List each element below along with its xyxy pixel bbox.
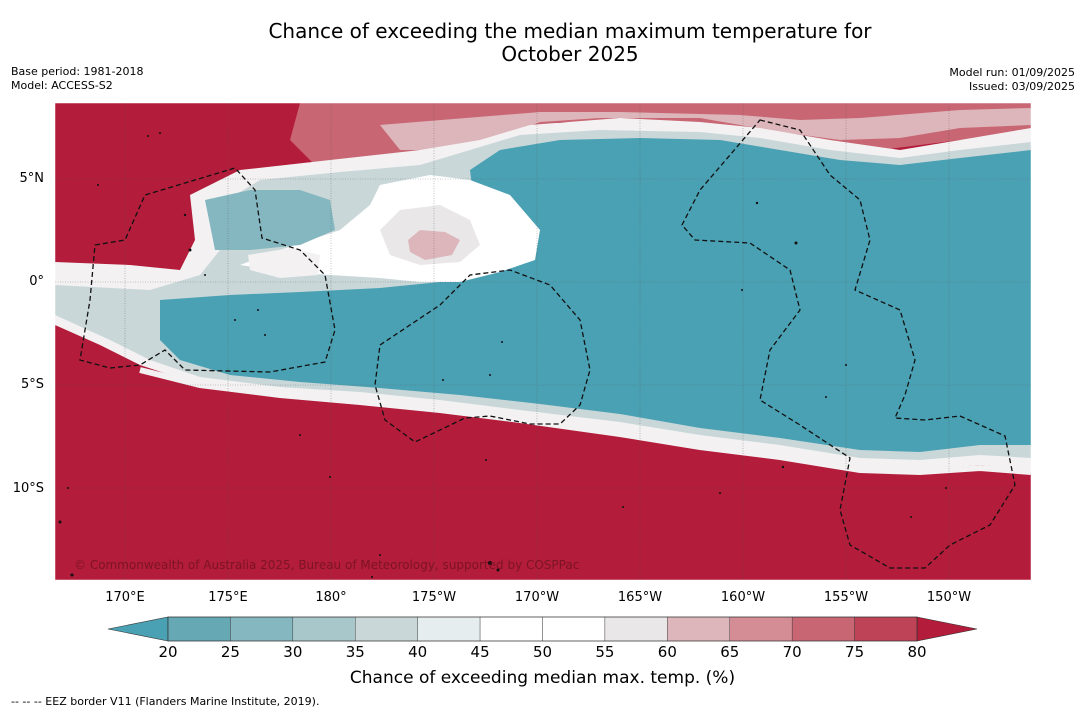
lon-label-175w: 175°W [411,590,457,605]
issued-date: Issued: 03/09/2025 [968,80,1075,93]
colorbar-tick-label: 20 [158,643,178,661]
north-pale-band [380,108,1031,150]
title-line-1: Chance of exceeding the median maximum t… [268,19,872,43]
colorbar-segment [729,616,793,642]
central-pink-patch [408,230,460,260]
colorbar-low-extension [107,616,169,642]
colorbar-high-extension [916,616,978,642]
colorbar-segment [479,616,543,642]
colorbar-segment [167,616,231,642]
eez-border-line-islands [681,119,1016,569]
copyright-notice: © Commonwealth of Australia 2025, Bureau… [74,558,580,572]
lon-label-155w: 155°W [823,590,869,605]
colorbar-tick-label: 45 [470,643,490,661]
colorbar-title: Chance of exceeding median max. temp. (%… [349,668,736,688]
colorbar-tick-label: 80 [907,643,927,661]
colorbar-segment [854,616,918,642]
west-teal-patch [205,190,335,250]
colorbar-tick-label: 75 [845,643,865,661]
colorbar-segment [791,616,855,642]
lon-label-150w: 150°W [926,590,972,605]
south-transition-band [139,367,1031,476]
west-blue-patch [170,295,330,368]
map-title: Chance of exceeding the median maximum t… [170,20,970,66]
colorbar-tick-label: 55 [595,643,615,661]
colorbar-segment [542,616,606,642]
lat-label-5n: 5°N [19,171,45,186]
colorbar-tick-label: 25 [220,643,240,661]
colorbar-tick-label: 60 [657,643,677,661]
islands [58,132,947,578]
run-info: Model run: 01/09/2025 Issued: 03/09/2025 [949,66,1075,94]
colorbar-segment [417,616,481,642]
base-period: Base period: 1981-2018 [11,65,144,78]
colorbar [107,616,978,642]
colorbar-segment [230,616,294,642]
eez-border-tokelau [374,269,591,443]
colorbar-frame [167,616,918,642]
west-white-patch [248,248,320,278]
colorbar-segment [292,616,356,642]
lat-label-5s: 5°S [20,377,44,392]
low-probability-region [160,138,1031,452]
colorbar-tick-label: 35 [345,643,365,661]
colorbar-segment [355,616,418,642]
lat-label-0: 0° [29,274,44,289]
model-info: Base period: 1981-2018 Model: ACCESS-S2 [11,65,143,93]
colorbar-tick-label: 30 [283,643,303,661]
eez-borders [79,119,1016,569]
model-run: Model run: 01/09/2025 [949,66,1075,79]
colorbar-tick-label: 70 [782,643,802,661]
lon-label-170e: 170°E [105,590,145,605]
probability-map [55,103,1031,580]
lon-label-180: 180° [315,590,347,605]
map-frame [54,102,1032,581]
model-name: Model: ACCESS-S2 [11,79,113,92]
colorbar-segment [604,616,668,642]
lat-label-10s: 10°S [12,481,44,496]
colorbar-segment [667,616,730,642]
lon-label-160w: 160°W [720,590,766,605]
colorbar-tick-label: 40 [408,643,428,661]
lon-label-170w: 170°W [514,590,560,605]
eez-border-kiribati-gilbert [79,167,336,373]
eez-footnote: -- -- -- EEZ border V11 (Flanders Marine… [11,695,320,708]
colorbar-tick-label: 50 [532,643,553,661]
lon-label-165w: 165°W [617,590,663,605]
lon-label-175e: 175°E [208,590,248,605]
title-line-2: October 2025 [501,42,639,66]
colorbar-tick-label: 65 [720,643,740,661]
